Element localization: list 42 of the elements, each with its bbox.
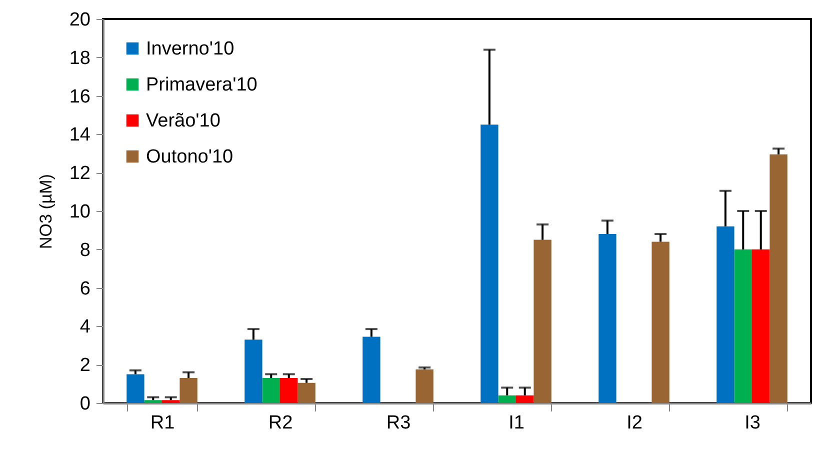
legend-label: Inverno'10	[146, 38, 234, 60]
y-tick-label: 6	[80, 278, 90, 300]
bar	[126, 374, 144, 403]
bar	[180, 378, 198, 403]
y-tick-label: 20	[69, 10, 90, 30]
y-tick-label: 4	[80, 316, 91, 338]
y-tick-label: 18	[69, 48, 90, 69]
bar	[298, 382, 316, 403]
x-tick-label: I1	[508, 412, 524, 434]
legend-label: Verão'10	[146, 110, 220, 132]
x-tick-label: I3	[744, 412, 760, 434]
bar	[734, 249, 752, 403]
y-tick-label: 8	[80, 240, 90, 261]
x-tick-label: R2	[268, 412, 293, 434]
y-tick-label: 2	[80, 355, 90, 376]
bar	[280, 378, 298, 403]
y-tick-label: 16	[69, 86, 90, 108]
bar	[480, 124, 498, 403]
bar	[516, 395, 534, 403]
legend-label: Primavera'10	[146, 74, 258, 96]
bar	[144, 400, 162, 403]
bar	[598, 234, 616, 403]
bar	[498, 395, 516, 403]
bar	[752, 249, 770, 403]
y-tick-label: 10	[69, 202, 90, 222]
y-tick-label: 14	[69, 124, 91, 146]
bar	[262, 378, 280, 403]
y-tick-label: 0	[80, 394, 90, 414]
x-tick-label: R3	[386, 412, 411, 434]
bar	[534, 240, 552, 403]
bar	[652, 242, 670, 403]
x-tick-label: I2	[626, 412, 642, 434]
legend-label: Outono'10	[146, 146, 234, 168]
bar	[770, 154, 788, 403]
bar	[716, 226, 734, 403]
y-tick-label: 12	[69, 163, 90, 184]
y-axis-title: NO3 (µM)	[36, 174, 56, 249]
bar	[162, 400, 180, 403]
bar	[362, 336, 380, 403]
bar	[244, 340, 262, 403]
x-tick-label: R1	[150, 412, 175, 434]
bar	[416, 369, 434, 403]
